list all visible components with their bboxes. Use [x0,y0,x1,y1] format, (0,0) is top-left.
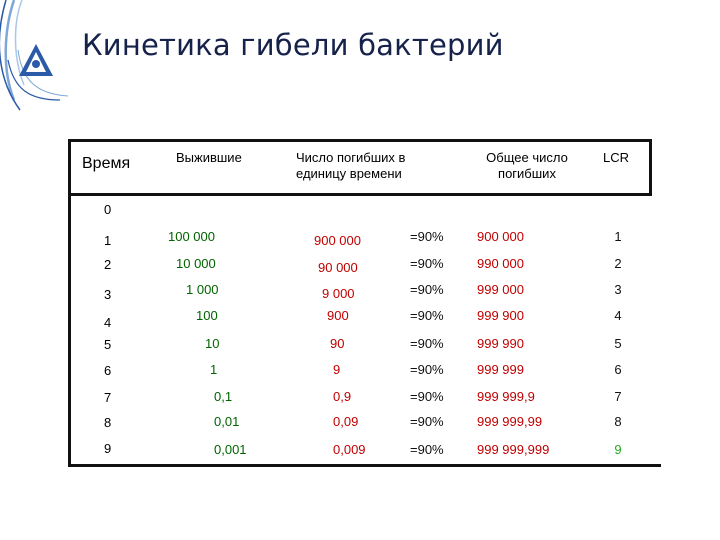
cell-killed: 0,9 [333,389,352,404]
cell-percent: =90% [410,229,444,244]
cell-percent: =90% [410,389,444,404]
cell-percent: =90% [410,414,444,429]
cell-lcr: 9 [614,442,622,457]
header-total-line-1: Общее число [486,150,568,165]
cell-total: 999 900 [477,308,524,323]
cell-lcr: 6 [614,362,622,377]
cell-survivors: 1 000 [186,282,219,297]
company-logo-icon [19,44,53,76]
cell-survivors: 0,001 [214,442,247,457]
cell-lcr: 7 [614,389,622,404]
cell-survivors: 0,1 [214,389,233,404]
data-table [68,139,661,467]
cell-lcr: 3 [614,282,622,297]
cell-time: 7 [104,390,112,405]
cell-killed: 9 000 [322,286,355,301]
header-divider [68,193,652,196]
cell-lcr: 5 [614,336,622,351]
cell-killed: 900 [327,308,349,323]
table-right-border [649,139,652,196]
cell-time: 6 [104,363,112,378]
cell-lcr: 8 [614,414,622,429]
cell-total: 999 999 [477,362,524,377]
cell-percent: =90% [410,336,444,351]
cell-killed: 900 000 [314,233,361,248]
cell-percent: =90% [410,308,444,323]
cell-total: 999 999,9 [477,389,535,404]
cell-total: 999 990 [477,336,524,351]
cell-survivors: 10 [205,336,220,351]
cell-killed: 90 000 [318,260,358,275]
cell-survivors: 10 000 [176,256,216,271]
cell-time: 8 [104,415,112,430]
header-time: Время [82,155,131,172]
cell-lcr: 1 [614,229,622,244]
cell-time: 5 [104,337,112,352]
cell-total: 999 000 [477,282,524,297]
table-top-border [68,139,652,142]
cell-percent: =90% [410,442,444,457]
page-title: Кинетика гибели бактерий [82,28,504,62]
header-killed-line-2: единицу времени [296,166,402,181]
table-left-border [68,139,71,467]
header-killed-per-unit: Число погибших в единицу времени [296,150,405,182]
cell-time: 1 [104,233,112,248]
header-survivors: Выжившие [176,150,242,165]
cell-total: 999 999,999 [477,442,550,457]
cell-time: 2 [104,257,112,272]
table-bottom-border [68,464,661,467]
cell-lcr: 2 [614,256,622,271]
cell-killed: 0,009 [333,442,366,457]
cell-time: 3 [104,287,112,302]
cell-killed: 9 [333,362,341,377]
cell-killed: 90 [330,336,345,351]
cell-killed: 0,09 [333,414,359,429]
cell-total: 900 000 [477,229,524,244]
cell-total: 990 000 [477,256,524,271]
cell-percent: =90% [410,362,444,377]
header-total-killed: Общее число погибших [479,150,575,182]
cell-time: 0 [104,202,112,217]
cell-total: 999 999,99 [477,414,543,429]
cell-survivors: 100 000 [168,229,215,244]
cell-survivors: 1 [210,362,218,377]
cell-survivors: 100 [196,308,218,323]
header-total-line-2: погибших [498,166,556,181]
cell-percent: =90% [410,256,444,271]
cell-survivors: 0,01 [214,414,240,429]
cell-percent: =90% [410,282,444,297]
header-killed-line-1: Число погибших в [296,150,406,165]
header-lcr: LCR [603,150,630,165]
cell-time: 4 [104,315,112,330]
cell-time: 9 [104,441,112,456]
cell-lcr: 4 [614,308,622,323]
